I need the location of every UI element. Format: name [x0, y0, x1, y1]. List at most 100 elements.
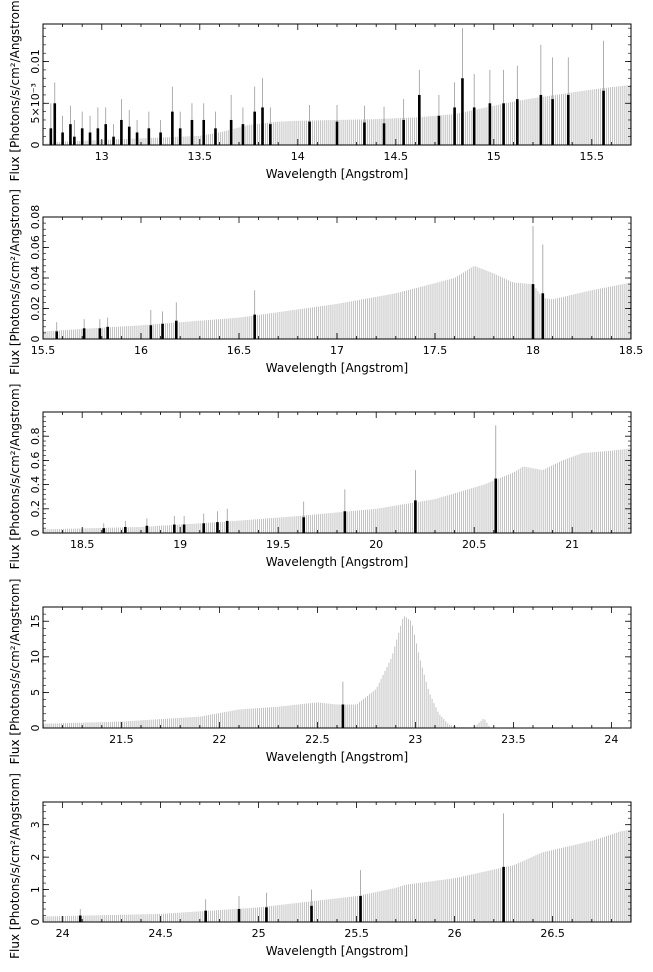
x-tick-label: 21: [565, 538, 579, 551]
y-axis-title: Flux [Photons/s/cm²/Angstrom]: [8, 384, 22, 570]
x-tick-label: 18.5: [619, 344, 644, 357]
data-series: [78, 813, 505, 922]
x-tick-label: 19.5: [266, 538, 291, 551]
data-bar: [302, 517, 305, 533]
data-bar: [551, 99, 554, 145]
y-axis: 0 1 2 3: [29, 804, 631, 926]
data-bar: [461, 78, 464, 145]
data-series: [55, 226, 545, 339]
y-tick-label: 0: [29, 530, 42, 537]
y-tick-label: 0.4: [29, 476, 42, 494]
data-bar: [78, 915, 82, 922]
x-tick-label: 15.5: [31, 344, 56, 357]
y-tick-label: 0.04: [29, 266, 42, 291]
x-tick-label: 24: [604, 733, 618, 746]
x-tick-label: 24.5: [148, 927, 173, 940]
x-tick-label: 18.5: [70, 538, 95, 551]
y-axis-title: Flux [Photons/s/cm²/Angstrom]: [8, 773, 22, 959]
data-bar: [229, 119, 233, 145]
y-tick-label: 0.02: [29, 296, 42, 321]
data-bar: [104, 124, 108, 145]
data-bar: [124, 526, 127, 533]
data-bar: [225, 520, 229, 533]
data-bar: [253, 111, 256, 145]
y-tick-label: 2: [29, 854, 42, 861]
x-tick-label: 22.5: [305, 733, 330, 746]
panel-2: 15.5 16 16.5 17 17.5 18 18.5 0 0.02 0.04 0.06 0.08 W…: [8, 189, 643, 375]
x-tick-label: 17.5: [423, 344, 448, 357]
y-tick-label: 0: [29, 919, 42, 926]
y-tick-label: 5: [29, 689, 42, 696]
x-axis: 13 13.5 14 14.5 15 15.5: [42, 24, 632, 163]
data-bar: [53, 103, 57, 145]
y-tick-label: 0.08: [29, 205, 42, 230]
data-bar: [363, 122, 366, 145]
x-tick-label: 14.5: [384, 150, 409, 163]
x-axis-title: Wavelength [Angstrom]: [266, 944, 408, 958]
data-bar: [120, 119, 123, 145]
y-tick-label: 0: [29, 142, 42, 149]
data-bar: [488, 103, 492, 145]
y-tick-label: 10: [29, 650, 42, 664]
data-bar: [453, 107, 456, 145]
x-axis-title: Wavelength [Angstrom]: [266, 555, 408, 569]
data-bar: [98, 328, 102, 339]
x-tick-label: 25: [252, 927, 266, 940]
y-axis: 0 0.02 0.04 0.06 0.08: [29, 205, 631, 343]
data-bar: [382, 123, 386, 145]
x-axis-title: Wavelength [Angstrom]: [266, 750, 408, 764]
plot-frame: [42, 411, 632, 534]
data-bar: [359, 896, 362, 922]
panel-1: 13 13.5 14 14.5 15 15.5 0 5×10⁻³ 0.01 Wavelength …: [8, 0, 632, 181]
x-tick-label: 13.5: [188, 150, 213, 163]
panel-4: 21.5 22 22.5 23 23.5 24 0 5 10 15 Wavelength [Angs…: [8, 579, 632, 765]
data-bar: [308, 121, 311, 145]
data-bar: [516, 99, 519, 145]
plot-frame: [42, 801, 632, 923]
y-tick-label: 0.2: [29, 500, 42, 518]
data-bar: [161, 323, 164, 339]
data-bar: [61, 132, 64, 145]
x-axis: 21.5 22 22.5 23 23.5 24: [42, 607, 632, 746]
x-axis: 15.5 16 16.5 17 17.5 18 18.5: [31, 217, 644, 357]
data-bar: [112, 136, 115, 145]
plot-frame: [42, 606, 632, 729]
y-axis-title: Flux [Photons/s/cm²/Angstrom]: [8, 0, 22, 181]
y-tick-label: 0.01: [29, 49, 42, 74]
y-axis-title: Flux [Photons/s/cm²/Angstrom]: [8, 579, 22, 765]
data-series: [102, 425, 498, 533]
x-axis: 18.5 19 19.5 20 20.5 21: [42, 412, 632, 551]
data-bar: [310, 905, 313, 922]
data-bar: [241, 124, 245, 145]
x-axis: 24 24.5 25 25.5 26 26.5: [42, 802, 632, 940]
data-bar: [494, 478, 498, 533]
data-bar: [80, 128, 84, 145]
x-tick-label: 24: [56, 927, 70, 940]
data-bar: [261, 107, 264, 145]
x-tick-label: 26.5: [540, 927, 565, 940]
x-tick-label: 16: [134, 344, 148, 357]
data-bar: [341, 704, 345, 728]
y-tick-label: 3: [29, 821, 42, 828]
data-bar: [602, 90, 605, 145]
data-bar: [335, 121, 339, 145]
y-axis: 0 0.2 0.4 0.6 0.8: [29, 411, 631, 537]
y-tick-label: 1: [29, 886, 42, 893]
y-axis: 0 5×10⁻³ 0.01: [29, 27, 631, 149]
data-bar: [96, 128, 100, 145]
data-bar: [566, 94, 570, 145]
x-tick-label: 20.5: [462, 538, 487, 551]
data-bar: [204, 910, 207, 922]
data-bar: [418, 94, 421, 145]
data-bar: [531, 284, 535, 339]
data-bar: [82, 328, 86, 339]
y-tick-label: 5×10⁻³: [29, 83, 42, 123]
data-bar: [127, 126, 131, 145]
data-bar: [174, 320, 178, 339]
x-tick-label: 13: [95, 150, 109, 163]
x-tick-label: 17: [330, 344, 344, 357]
data-bar: [502, 866, 505, 922]
y-axis-title: Flux [Photons/s/cm²/Angstrom]: [8, 189, 22, 375]
x-tick-label: 23: [408, 733, 422, 746]
model-curve: [43, 829, 631, 922]
